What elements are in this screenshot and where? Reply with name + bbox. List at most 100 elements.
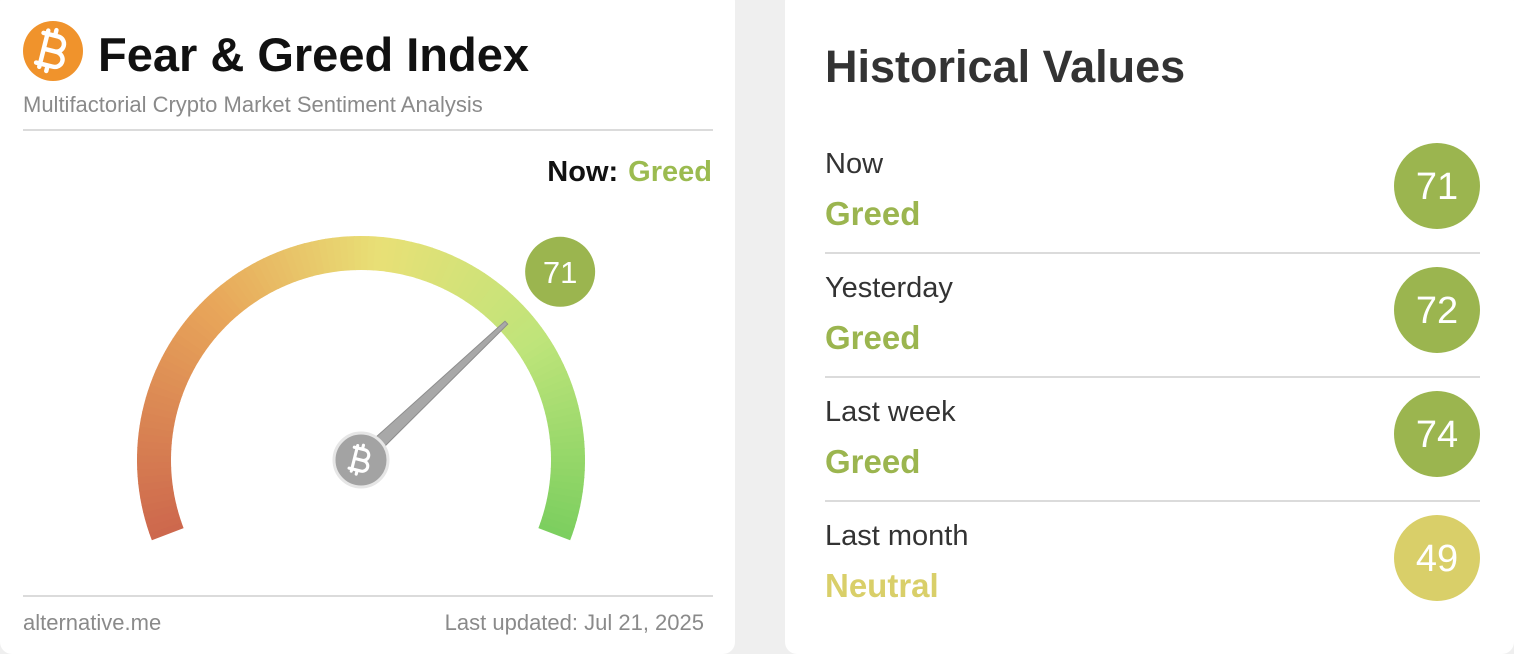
gauge-segment	[172, 332, 205, 358]
gauge-segment	[460, 268, 485, 302]
gauge-segment	[454, 265, 479, 299]
row-status: Greed	[825, 195, 920, 232]
gauge-segment	[204, 294, 234, 325]
gauge-segment	[296, 243, 314, 278]
gauge-segment	[527, 351, 561, 375]
gauge-segment	[391, 238, 406, 274]
gauge-segment	[502, 310, 534, 339]
gauge-segment	[542, 510, 577, 528]
gauge-segment	[226, 276, 253, 309]
gauge-segment	[161, 350, 196, 374]
gauge-segment	[538, 522, 573, 541]
gauge-segment	[140, 411, 176, 426]
gauge-segment	[546, 412, 582, 427]
gauge-segment	[220, 280, 248, 313]
gauge-segment	[276, 249, 296, 285]
gauge-segment	[537, 377, 573, 397]
row-status: Greed	[825, 319, 920, 356]
gauge-segment	[145, 390, 181, 408]
title: Fear & Greed Index	[98, 28, 529, 81]
row-value: 74	[1416, 414, 1458, 456]
bitcoin-glyph-path	[347, 443, 371, 476]
gauge-segment	[143, 503, 178, 520]
gauge-segment	[244, 264, 268, 298]
gauge-segment	[545, 405, 581, 421]
gauge-segment	[209, 289, 238, 321]
gauge-segment	[214, 284, 243, 316]
gauge-segment	[443, 258, 467, 293]
gauge-segment	[535, 371, 570, 392]
gauge-segment	[541, 391, 577, 409]
gauge-segment	[137, 454, 172, 463]
gauge-segment	[397, 240, 413, 276]
row-badge	[1394, 391, 1480, 477]
gauge-segment	[379, 237, 391, 272]
gauge-segment	[158, 356, 193, 379]
gauge-segment	[137, 467, 172, 477]
gauge-segment	[168, 338, 202, 363]
gauge-segment	[232, 272, 258, 305]
gauge-segment	[540, 516, 575, 535]
gauge-segment	[149, 521, 184, 541]
gauge-segment	[475, 281, 503, 313]
history-row: Last month Neutral 49	[825, 515, 1480, 604]
gauge-segment	[146, 515, 182, 534]
gauge-segment	[142, 404, 177, 420]
gauge-segment	[514, 327, 547, 354]
gauge-segment	[484, 290, 514, 321]
gauge-segment	[199, 299, 229, 329]
row-badge	[1394, 515, 1480, 601]
gauge-segment	[289, 245, 308, 280]
bitcoin-glyph-shape	[347, 443, 371, 476]
gauge-segment	[346, 236, 356, 271]
history-row: Last week Greed 74	[825, 391, 1480, 502]
gauge-segment	[283, 247, 302, 282]
gauge-segment	[250, 261, 274, 295]
gauge-segment	[543, 398, 579, 415]
gauge-segment	[139, 418, 175, 432]
bitcoin-glyph-shape	[33, 27, 67, 74]
gauge-segment	[176, 326, 209, 353]
gauge-segment	[184, 315, 217, 343]
gauge-segment	[263, 255, 285, 290]
history-row: Now Greed 71	[825, 143, 1480, 254]
gauge-segment	[238, 268, 263, 302]
gauge-segment	[539, 384, 575, 403]
gauge-segment	[530, 357, 565, 380]
gauge-segment	[144, 509, 180, 527]
gauge-segment	[438, 255, 460, 290]
gauge: 71	[137, 236, 596, 541]
gauge-segment	[409, 243, 427, 279]
gauge-segment	[269, 252, 291, 287]
gauge-segment	[194, 304, 225, 334]
gauge-segment	[524, 345, 558, 369]
gauge-segment	[506, 315, 538, 344]
gauge-segment	[543, 504, 579, 521]
gauge-segment	[147, 383, 183, 402]
gauge-value: 71	[543, 255, 577, 290]
gauge-segment	[550, 448, 585, 457]
row-value: 72	[1416, 290, 1458, 332]
gauge-segment	[139, 485, 174, 499]
row-value: 49	[1416, 538, 1458, 580]
gauge-segment	[140, 491, 175, 506]
gauge-segment	[189, 309, 221, 338]
gauge-segment	[489, 294, 519, 325]
gauge-segment	[421, 247, 440, 283]
gauge-segment	[480, 285, 508, 317]
gauge-segment	[548, 486, 583, 500]
history-card	[785, 0, 1514, 654]
gauge-segment	[155, 363, 190, 385]
row-badge	[1394, 267, 1480, 353]
gauge-segment	[548, 480, 584, 493]
gauge-segment	[432, 252, 454, 287]
source: alternative.me	[23, 610, 161, 635]
gauge-segment	[150, 376, 185, 396]
row-badge	[1394, 143, 1480, 229]
row-status: Neutral	[825, 567, 939, 604]
gauge-segment	[546, 492, 582, 507]
gauge-segment	[465, 272, 491, 306]
gauge-segment	[427, 249, 447, 285]
now-status: Now: Greed	[547, 156, 712, 188]
gauge-segment	[143, 397, 179, 414]
